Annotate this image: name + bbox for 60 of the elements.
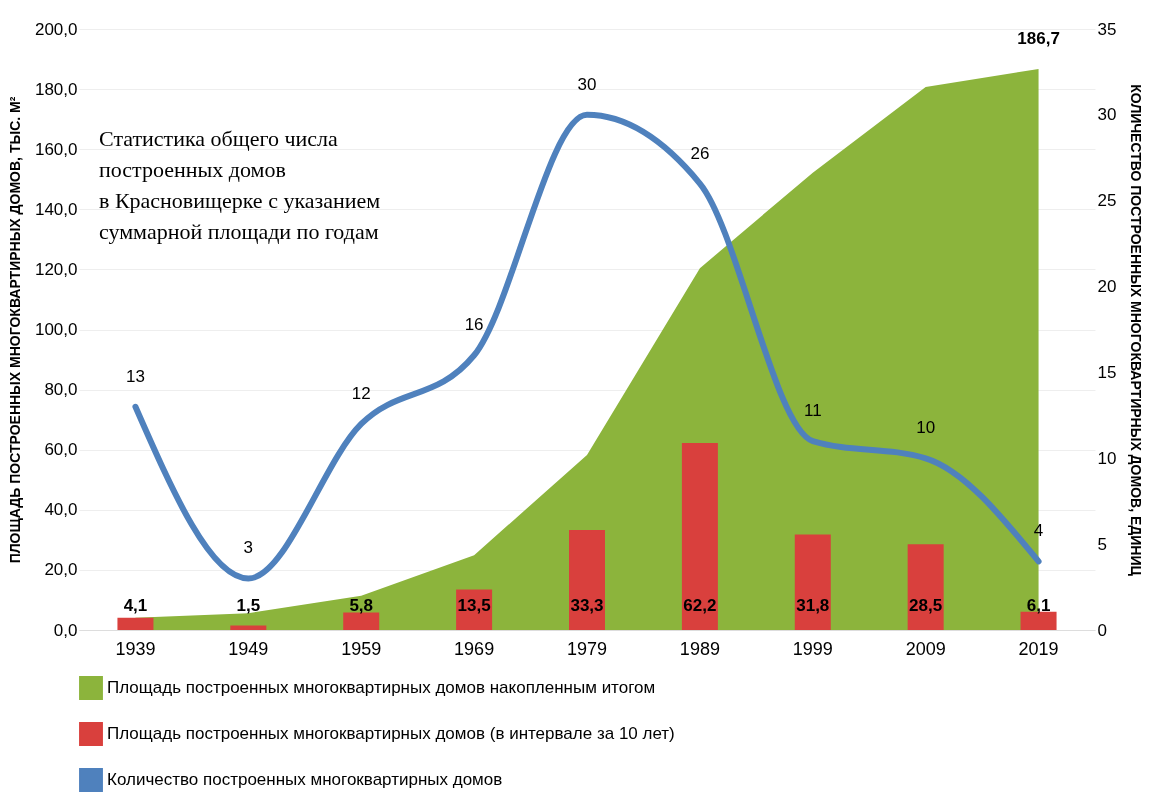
bar	[230, 625, 267, 630]
data-label: 28,5	[909, 596, 943, 615]
y-axis-title: ПЛОЩАДЬ ПОСТРОЕННЫХ МНОГОКВАРТИРНЫХ ДОМОВ, ТЫС. М²	[6, 96, 23, 564]
data-label: 4,1	[123, 596, 148, 615]
bar	[117, 617, 154, 630]
data-label: 3	[243, 538, 254, 558]
y-tick-label: 160,0	[34, 139, 78, 159]
y-tick-label: 120,0	[34, 259, 78, 279]
legend-label: Площадь построенных многоквартирных домов (в интервале за 10 лет)	[107, 724, 675, 743]
y-tick-label: 40,0	[44, 500, 78, 520]
bar	[681, 443, 718, 630]
y-tick-label: 20,0	[44, 560, 78, 580]
data-label: 16	[464, 315, 484, 335]
x-tick-label: 1999	[792, 638, 833, 659]
data-label: 5,8	[349, 596, 374, 615]
x-tick-label: 1959	[341, 638, 382, 659]
y2-tick-label: 10	[1097, 448, 1117, 468]
y-tick-label: 180,0	[34, 79, 78, 99]
data-label: 13,5	[457, 596, 491, 615]
y-tick-label: 100,0	[34, 320, 78, 339]
annotation: Статистика общего числа построенных домов в Красновищерке с указанием суммарной площади по годам	[99, 126, 381, 244]
y2-axis-title: КОЛИЧЕСТВО ПОСТРОЕННЫХ МНОГОКВАРТИРНЫХ ДОМОВ, ЕДИНИЦ	[1128, 84, 1145, 577]
x-tick-label: 1969	[454, 638, 495, 659]
y2-tick-label: 5	[1097, 534, 1107, 554]
y2-tick-label: 30	[1097, 105, 1117, 125]
y-tick-label: 80,0	[44, 380, 78, 400]
data-label: 62,2	[683, 596, 717, 615]
y2-tick-label: 35	[1097, 19, 1117, 39]
y2-tick-label: 15	[1097, 362, 1117, 382]
bar	[907, 544, 944, 630]
data-label: 26	[690, 143, 710, 163]
data-label: 10	[916, 418, 936, 438]
x-tick-label: 1939	[115, 638, 156, 659]
data-label: 4	[1033, 521, 1044, 541]
data-label: 30	[577, 74, 597, 94]
legend-label: Площадь построенных многоквартирных домов накопленным итогом	[107, 678, 656, 697]
x-tick-label: 1949	[228, 638, 269, 659]
legend-label: Количество построенных многоквартирных домов	[107, 770, 503, 789]
x-tick-label: 1979	[566, 638, 608, 659]
bar	[794, 534, 831, 630]
x-tick-label: 1989	[679, 638, 720, 659]
y2-tick-label: 20	[1097, 277, 1117, 297]
bar	[569, 529, 605, 630]
x-tick-label: 2009	[905, 638, 946, 659]
data-label: 1,5	[236, 596, 261, 615]
y2-tick-label: 0	[1097, 620, 1107, 640]
bar	[343, 612, 380, 630]
data-label: 12	[351, 383, 371, 403]
data-label: 186,7	[1017, 28, 1060, 48]
data-label: 13	[125, 366, 145, 386]
y-tick-label: 0,0	[53, 620, 78, 640]
data-label: 6,1	[1026, 596, 1051, 615]
x-tick-label: 2019	[1018, 638, 1059, 659]
data-label: 31,8	[796, 596, 830, 615]
y-tick-label: 200,0	[34, 19, 78, 39]
y-tick-label: 140,0	[34, 199, 78, 219]
data-label: 11	[803, 401, 822, 421]
y-tick-label: 60,0	[44, 440, 78, 460]
y2-tick-label: 25	[1097, 191, 1117, 211]
data-label: 33,3	[570, 596, 604, 615]
